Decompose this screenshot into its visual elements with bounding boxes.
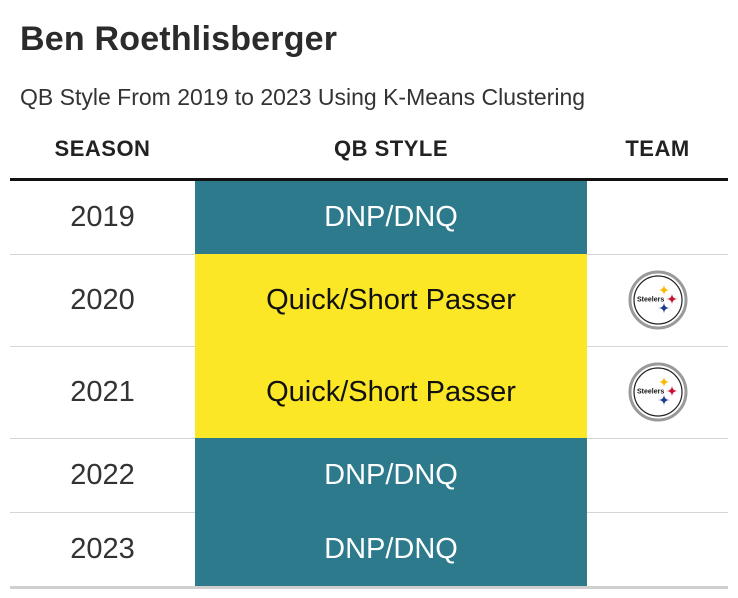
header-qb-style: QB STYLE [333, 136, 448, 161]
qb-style-cell: DNP/DNQ [195, 512, 587, 586]
header-rule [10, 178, 728, 181]
season-cell: 2021 [70, 375, 135, 408]
team-cell: Steelers [587, 254, 728, 346]
table-header: SEASON QB STYLE TEAM [10, 130, 728, 168]
logo-wordmark: Steelers [637, 389, 664, 396]
chart-subtitle: QB Style From 2019 to 2023 Using K-Means… [20, 84, 586, 110]
logo-wordmark: Steelers [637, 297, 664, 304]
header-team: TEAM [625, 136, 690, 161]
team-cell: Steelers [587, 346, 728, 438]
table-row: 2021 Quick/Short Passer Steelers [10, 346, 728, 439]
qb-style-cell: Quick/Short Passer [195, 346, 587, 438]
qb-style-cell: DNP/DNQ [195, 181, 587, 254]
qb-style-cell: DNP/DNQ [195, 438, 587, 512]
steelers-logo-icon: Steelers [628, 362, 687, 422]
qb-style-cell: Quick/Short Passer [195, 254, 587, 346]
season-cell: 2023 [70, 532, 135, 565]
steelers-logo-icon: Steelers [628, 270, 687, 330]
table-row: 2023 DNP/DNQ [10, 512, 728, 589]
season-cell: 2022 [70, 458, 135, 491]
chart-title: Ben Roethlisberger [20, 20, 338, 58]
table-row: 2020 Quick/Short Passer Steelers [10, 254, 728, 347]
season-cell: 2019 [70, 201, 135, 233]
team-cell [587, 438, 728, 512]
header-season: SEASON [54, 136, 151, 161]
table-row: 2019 DNP/DNQ [10, 181, 728, 255]
team-cell [587, 181, 728, 254]
table-row: 2022 DNP/DNQ [10, 438, 728, 513]
season-cell: 2020 [70, 283, 135, 316]
team-cell [587, 512, 728, 586]
